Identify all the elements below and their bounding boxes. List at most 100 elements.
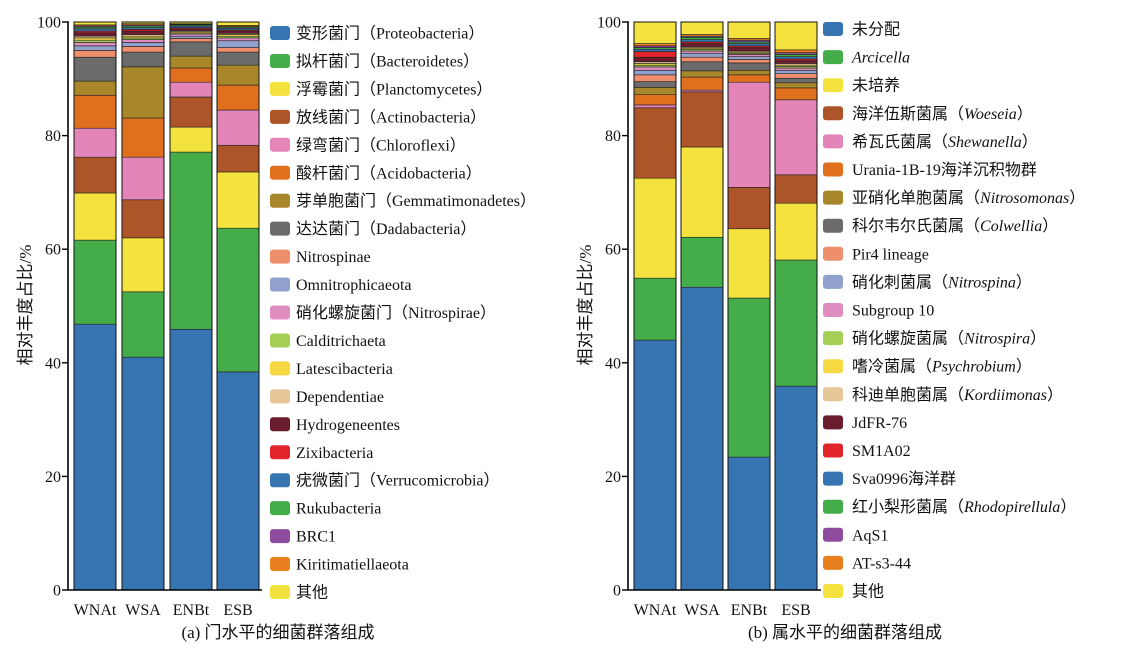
legend-item: AT-s3-44 xyxy=(823,555,911,572)
legend-label-text: ） xyxy=(1022,133,1038,151)
legend-swatch xyxy=(270,473,290,488)
bars xyxy=(633,21,818,591)
bar-segment xyxy=(121,291,165,358)
bar-segment xyxy=(680,39,724,43)
bar-segment xyxy=(727,69,771,76)
bar-segment xyxy=(727,228,771,299)
legend-label-italic: Woeseia xyxy=(964,106,1017,123)
bar-segment xyxy=(121,66,165,119)
legend-item: 达达菌门（Dadabacteria） xyxy=(270,220,476,238)
legend-item: 其他 xyxy=(270,584,328,602)
bar-segment xyxy=(73,28,117,32)
x-tick-label: WNAt xyxy=(634,602,677,619)
legend-label: 亚硝化单胞菌属（Nitrosomonas） xyxy=(852,189,1085,207)
legend-label: Rukubacteria xyxy=(296,501,381,518)
legend-label-text: ） xyxy=(1017,105,1033,123)
legend-swatch xyxy=(823,50,843,65)
bar-segment xyxy=(169,55,213,69)
bar-wsa xyxy=(121,21,165,591)
legend-label: 其他 xyxy=(852,583,884,601)
legend-label: 硝化螺旋菌属（Nitrospira） xyxy=(852,330,1046,348)
legend-label-text: 嗜冷菌属（ xyxy=(852,358,932,376)
legend-label-text: 亚硝化单胞菌属（ xyxy=(852,189,980,207)
legend-item: 芽单胞菌门（Gemmatimonadetes） xyxy=(270,192,536,210)
legend-swatch xyxy=(270,26,290,40)
legend-label: Urania-1B-19海洋沉积物群 xyxy=(852,161,1037,179)
bar-segment xyxy=(216,37,260,42)
legend-swatch xyxy=(270,501,290,516)
bar-segment xyxy=(216,64,260,86)
bar-segment xyxy=(169,33,213,37)
legend-swatch xyxy=(270,221,290,236)
stacked-bar-chart-genus: WNAt WSA ENBt ESB 0 20 40 60 80 100 未分配 Arcicella 未培… xyxy=(597,15,1085,620)
bar-segment xyxy=(633,66,677,71)
bar-segment xyxy=(216,47,260,53)
figure-caption: (b) 属水平的细菌群落组成 xyxy=(748,623,942,642)
bar-segment xyxy=(169,41,213,57)
legend-label: BRC1 xyxy=(296,529,336,546)
legend-label-text: 科尔韦尔氏菌属（ xyxy=(852,217,980,235)
bar-segment xyxy=(216,227,260,373)
legend-label: JdFR-76 xyxy=(852,415,907,432)
y-axis-label: 相对丰度占比/% xyxy=(16,245,35,366)
legend-label-italic: Nitrospira xyxy=(963,331,1030,348)
legend-swatch xyxy=(270,361,290,376)
legend-swatch xyxy=(823,527,843,542)
stacked-bar-chart-phylum: WNAt WSA ENBt ESB 0 20 40 60 80 100 变形菌门（Proteobac… xyxy=(37,15,536,620)
legend-swatch xyxy=(270,417,290,432)
legend-label: 酸杆菌门（Acidobacteria） xyxy=(296,164,482,182)
legend-label: 芽单胞菌门（Gemmatimonadetes） xyxy=(296,192,536,210)
bar-segment xyxy=(727,43,771,47)
legend-item: 红小梨形菌属（Rhodopirellula） xyxy=(823,498,1076,516)
bar-segment xyxy=(73,323,117,591)
legend-swatch xyxy=(270,137,290,152)
legend-label-text: ） xyxy=(1069,189,1085,207)
bar-segment xyxy=(633,104,677,109)
legend-label: Latescibacteria xyxy=(296,361,393,378)
legend-swatch xyxy=(270,445,290,460)
bar-segment xyxy=(216,144,260,173)
y-tick-label: 20 xyxy=(605,469,621,486)
legend-swatch xyxy=(823,555,843,570)
legend-label: 嗜冷菌属（Psychrobium） xyxy=(852,358,1032,376)
bar-segment xyxy=(633,81,677,88)
legend-swatch xyxy=(270,529,290,544)
y-tick-label: 0 xyxy=(53,583,61,600)
legend-label-italic: Shewanella xyxy=(948,134,1022,151)
bar-segment xyxy=(121,46,165,53)
legend-label-italic: Nitrospina xyxy=(947,274,1016,291)
legend-item: 海洋伍斯菌属（Woeseia） xyxy=(823,105,1033,123)
bar-segment xyxy=(121,156,165,201)
y-tick-label: 60 xyxy=(605,242,621,259)
x-tick-label: WSA xyxy=(684,602,720,619)
legend-swatch xyxy=(823,415,843,430)
legend-swatch xyxy=(823,331,843,346)
legend-swatch xyxy=(823,443,843,458)
bar-segment xyxy=(727,54,771,57)
legend-item: AqS1 xyxy=(823,527,888,544)
y-axis-label: 相对丰度占比/% xyxy=(576,245,595,366)
x-tick-label: ENBt xyxy=(173,602,210,619)
legend-label: 希瓦氏菌属（Shewanella） xyxy=(852,133,1038,151)
legend-label: Kiritimatiellaeota xyxy=(296,557,409,574)
legend-label: 放线菌门（Actinobacteria） xyxy=(296,108,486,126)
legend-item: Dependentiae xyxy=(270,389,384,406)
legend-label: Omnitrophicaeota xyxy=(296,277,412,294)
bar-segment xyxy=(73,37,117,41)
bar-segment xyxy=(73,50,117,58)
legend-label-italic: Arcicella xyxy=(851,50,910,67)
bar-enbt xyxy=(727,21,771,591)
bar-segment xyxy=(774,67,818,71)
bar-segment xyxy=(121,39,165,43)
bar-segment xyxy=(680,61,724,72)
bar-segment xyxy=(727,56,771,60)
legend-swatch xyxy=(270,389,290,404)
legend-label-text: 海洋伍斯菌属（ xyxy=(852,105,964,123)
legend-item: 科迪单胞菌属（Kordiimonas） xyxy=(823,386,1063,404)
bar-segment xyxy=(774,56,818,60)
legend-item: BRC1 xyxy=(270,529,336,546)
bar-segment xyxy=(169,35,213,39)
legend-label: Hydrogeneentes xyxy=(296,417,400,434)
bar-segment xyxy=(680,50,724,54)
